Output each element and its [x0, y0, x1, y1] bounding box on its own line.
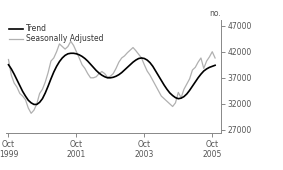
- Trend: [213, 64, 217, 66]
- Trend: [69, 52, 72, 54]
- Seasonally Adjusted: [29, 112, 33, 114]
- Seasonally Adjusted: [7, 58, 10, 61]
- Seasonally Adjusted: [55, 51, 58, 53]
- Seasonally Adjusted: [199, 57, 203, 59]
- Trend: [126, 66, 129, 68]
- Seasonally Adjusted: [52, 57, 55, 59]
- Trend: [55, 65, 58, 67]
- Seasonally Adjusted: [69, 40, 72, 42]
- Trend: [7, 64, 10, 66]
- Trend: [80, 55, 84, 57]
- Seasonally Adjusted: [213, 57, 217, 59]
- Line: Seasonally Adjusted: Seasonally Adjusted: [8, 41, 215, 113]
- Seasonally Adjusted: [80, 64, 84, 66]
- Trend: [52, 71, 55, 73]
- Seasonally Adjusted: [128, 49, 132, 51]
- Trend: [199, 73, 203, 75]
- Seasonally Adjusted: [126, 52, 129, 54]
- Trend: [128, 64, 132, 66]
- Legend: Trend, Seasonally Adjusted: Trend, Seasonally Adjusted: [9, 24, 104, 43]
- Text: no.: no.: [209, 9, 221, 18]
- Line: Trend: Trend: [8, 53, 215, 104]
- Trend: [32, 103, 36, 105]
